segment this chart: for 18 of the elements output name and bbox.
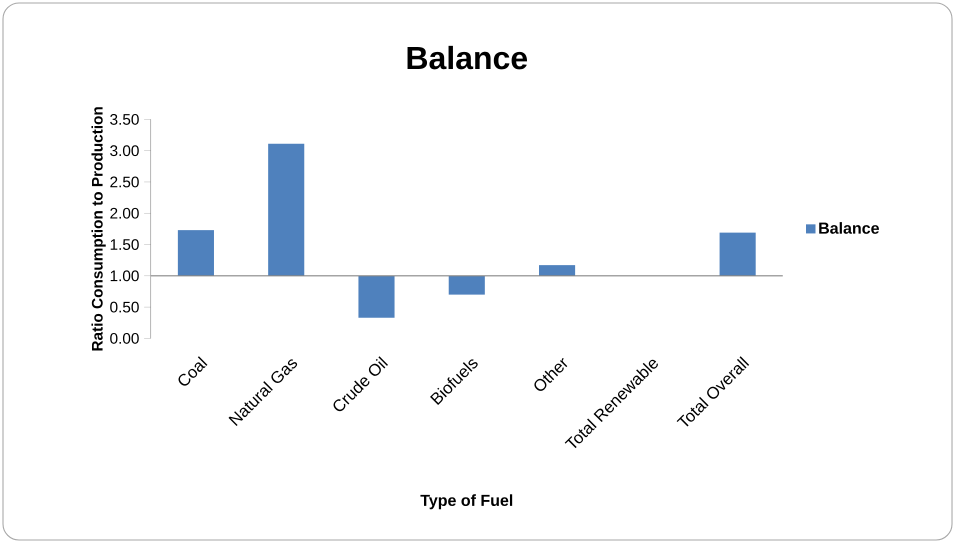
y-tick-label: 1.00 bbox=[110, 270, 139, 282]
y-tick-label: 3.50 bbox=[110, 114, 139, 125]
y-axis-title: Ratio Consumption to Production bbox=[91, 107, 106, 351]
chart-title: Balance bbox=[408, 46, 528, 70]
y-tick-label: 0.00 bbox=[110, 332, 139, 344]
bar bbox=[720, 232, 756, 276]
bar bbox=[448, 276, 485, 295]
y-tick-label: 0.50 bbox=[110, 302, 139, 313]
legend-label: Balance bbox=[819, 222, 879, 234]
bar bbox=[539, 265, 576, 276]
bar bbox=[358, 276, 395, 318]
y-tick-label: 1.50 bbox=[110, 239, 139, 250]
y-tick-label: 2.50 bbox=[110, 176, 139, 188]
y-tick-label: 3.00 bbox=[110, 145, 139, 156]
x-axis-title: Type of Fuel bbox=[420, 494, 512, 510]
bar bbox=[178, 230, 214, 276]
bar bbox=[268, 144, 304, 276]
y-tick-label: 2.00 bbox=[110, 208, 139, 219]
